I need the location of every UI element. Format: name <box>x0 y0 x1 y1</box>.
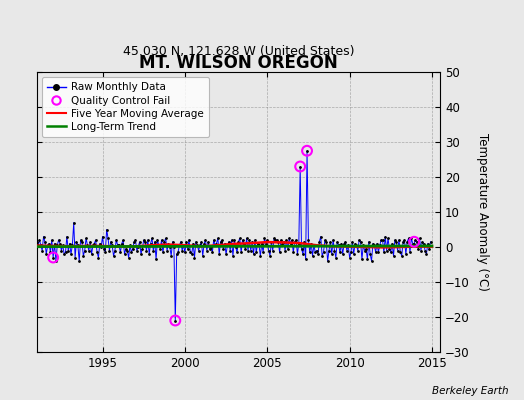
Raw Monthly Data <box>428 239 434 244</box>
Five Year Moving Average <box>363 244 369 250</box>
Five Year Moving Average <box>149 243 155 248</box>
Five Year Moving Average <box>231 242 237 246</box>
Five Year Moving Average <box>264 240 270 244</box>
Five Year Moving Average <box>346 244 353 249</box>
Five Year Moving Average <box>83 244 89 248</box>
Five Year Moving Average <box>182 243 188 248</box>
Five Year Moving Average <box>133 244 139 249</box>
Text: Berkeley Earth: Berkeley Earth <box>432 386 508 396</box>
Title: MT. WILSON OREGON: MT. WILSON OREGON <box>139 54 338 72</box>
Raw Monthly Data <box>367 252 373 256</box>
Five Year Moving Average <box>34 243 40 248</box>
Raw Monthly Data <box>304 148 310 153</box>
Five Year Moving Average <box>50 244 56 248</box>
Quality Control Fail <box>171 317 180 324</box>
Raw Monthly Data <box>396 238 402 242</box>
Line: Five Year Moving Average: Five Year Moving Average <box>37 242 432 247</box>
Quality Control Fail <box>49 254 57 261</box>
Raw Monthly Data <box>172 318 179 323</box>
Legend: Raw Monthly Data, Quality Control Fail, Five Year Moving Average, Long-Term Tren: Raw Monthly Data, Quality Control Fail, … <box>42 77 209 137</box>
Text: 45.030 N, 121.628 W (United States): 45.030 N, 121.628 W (United States) <box>123 45 354 58</box>
Five Year Moving Average <box>100 244 106 248</box>
Raw Monthly Data <box>234 250 240 255</box>
Quality Control Fail <box>410 238 418 245</box>
Line: Raw Monthly Data: Raw Monthly Data <box>37 151 431 320</box>
Raw Monthly Data <box>34 239 40 244</box>
Five Year Moving Average <box>248 241 254 246</box>
Y-axis label: Temperature Anomaly (°C): Temperature Anomaly (°C) <box>476 133 489 291</box>
Raw Monthly Data <box>384 248 390 253</box>
Five Year Moving Average <box>215 243 221 248</box>
Five Year Moving Average <box>67 244 73 249</box>
Raw Monthly Data <box>68 252 74 256</box>
Quality Control Fail <box>303 148 311 154</box>
Five Year Moving Average <box>198 244 204 249</box>
Five Year Moving Average <box>297 241 303 246</box>
Raw Monthly Data <box>374 241 380 246</box>
Five Year Moving Average <box>396 244 402 250</box>
Five Year Moving Average <box>116 244 122 249</box>
Quality Control Fail <box>296 163 304 170</box>
Five Year Moving Average <box>330 244 336 249</box>
Five Year Moving Average <box>429 244 435 249</box>
Five Year Moving Average <box>412 244 419 249</box>
Five Year Moving Average <box>165 242 171 247</box>
Five Year Moving Average <box>379 245 386 250</box>
Five Year Moving Average <box>280 240 287 245</box>
Five Year Moving Average <box>313 243 320 248</box>
